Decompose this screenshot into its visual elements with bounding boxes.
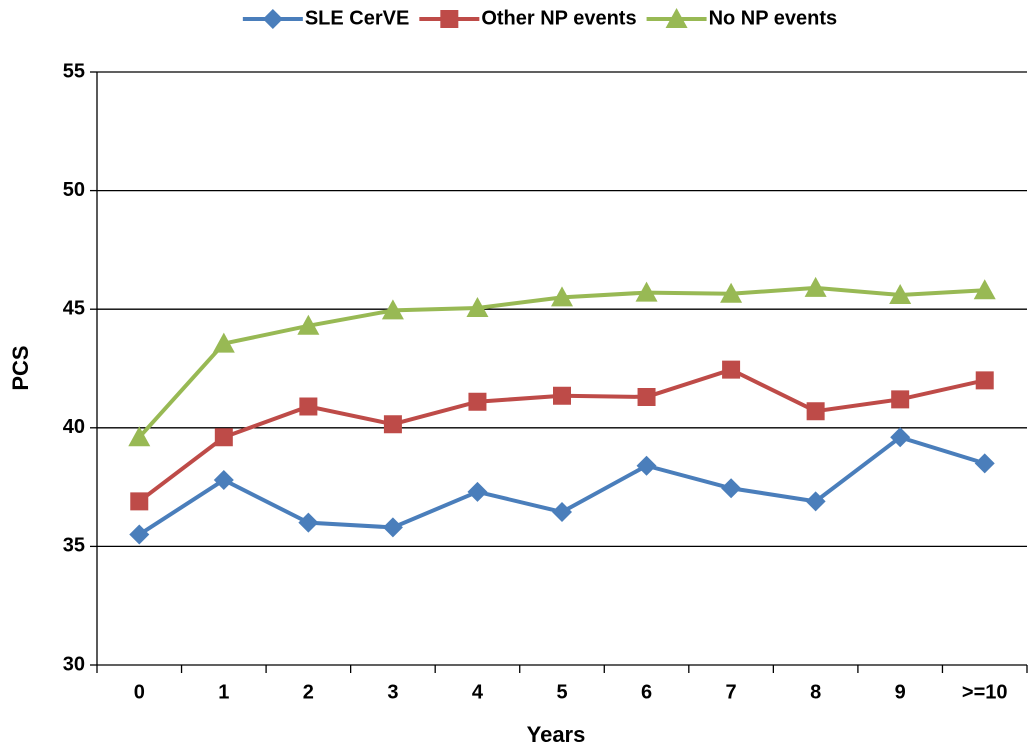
marker (973, 279, 996, 300)
marker (468, 392, 487, 411)
x-tick-label: 2 (303, 681, 314, 703)
marker (551, 286, 573, 307)
marker (720, 282, 743, 303)
marker (382, 517, 403, 538)
marker (128, 426, 151, 447)
marker (721, 478, 742, 499)
x-tick-label: 5 (556, 681, 567, 703)
x-tick-label: 6 (641, 681, 652, 703)
marker (891, 390, 910, 409)
marker (889, 283, 912, 304)
y-tick-label: 50 (63, 179, 85, 201)
marker (665, 8, 688, 28)
y-tick-label: 45 (63, 297, 85, 319)
x-tick-label: 8 (810, 681, 821, 703)
legend-label: No NP events (709, 7, 838, 29)
x-tick-label: 4 (472, 681, 484, 703)
marker (722, 360, 741, 379)
marker (635, 281, 658, 302)
marker (636, 455, 657, 476)
legend-label: SLE CerVE (305, 7, 409, 29)
y-tick-label: 30 (63, 653, 85, 675)
marker (297, 314, 320, 335)
y-tick-label: 55 (63, 60, 85, 82)
marker (806, 402, 825, 421)
marker (804, 276, 827, 297)
marker (637, 387, 656, 406)
x-tick-label: >=10 (962, 681, 1008, 703)
x-tick-label: 7 (726, 681, 737, 703)
x-tick-label: 0 (134, 681, 145, 703)
marker (974, 453, 995, 474)
y-axis-title: PCS (8, 345, 33, 390)
marker (440, 10, 459, 28)
marker (467, 481, 488, 502)
series-line (137, 285, 985, 439)
marker (552, 502, 572, 523)
marker (213, 469, 234, 490)
x-tick-label: 1 (218, 681, 229, 703)
y-tick-label: 35 (63, 535, 85, 557)
marker (214, 428, 233, 447)
marker (975, 371, 994, 390)
x-axis-title: Years (527, 722, 586, 747)
marker (130, 492, 149, 511)
legend-label: Other NP events (481, 7, 636, 29)
legend: SLE CerVE Other NP events No NP events (242, 7, 838, 29)
x-tick-label: 9 (895, 681, 906, 703)
marker (299, 397, 318, 416)
marker (466, 297, 489, 318)
marker (212, 332, 235, 353)
marker (298, 512, 319, 533)
marker (890, 427, 911, 448)
marker (805, 491, 826, 512)
x-tick-label: 3 (387, 681, 398, 703)
marker (129, 524, 150, 545)
marker (553, 386, 571, 405)
y-tick-label: 40 (63, 416, 85, 438)
marker (381, 299, 404, 320)
marker (262, 9, 283, 29)
marker (383, 415, 402, 434)
